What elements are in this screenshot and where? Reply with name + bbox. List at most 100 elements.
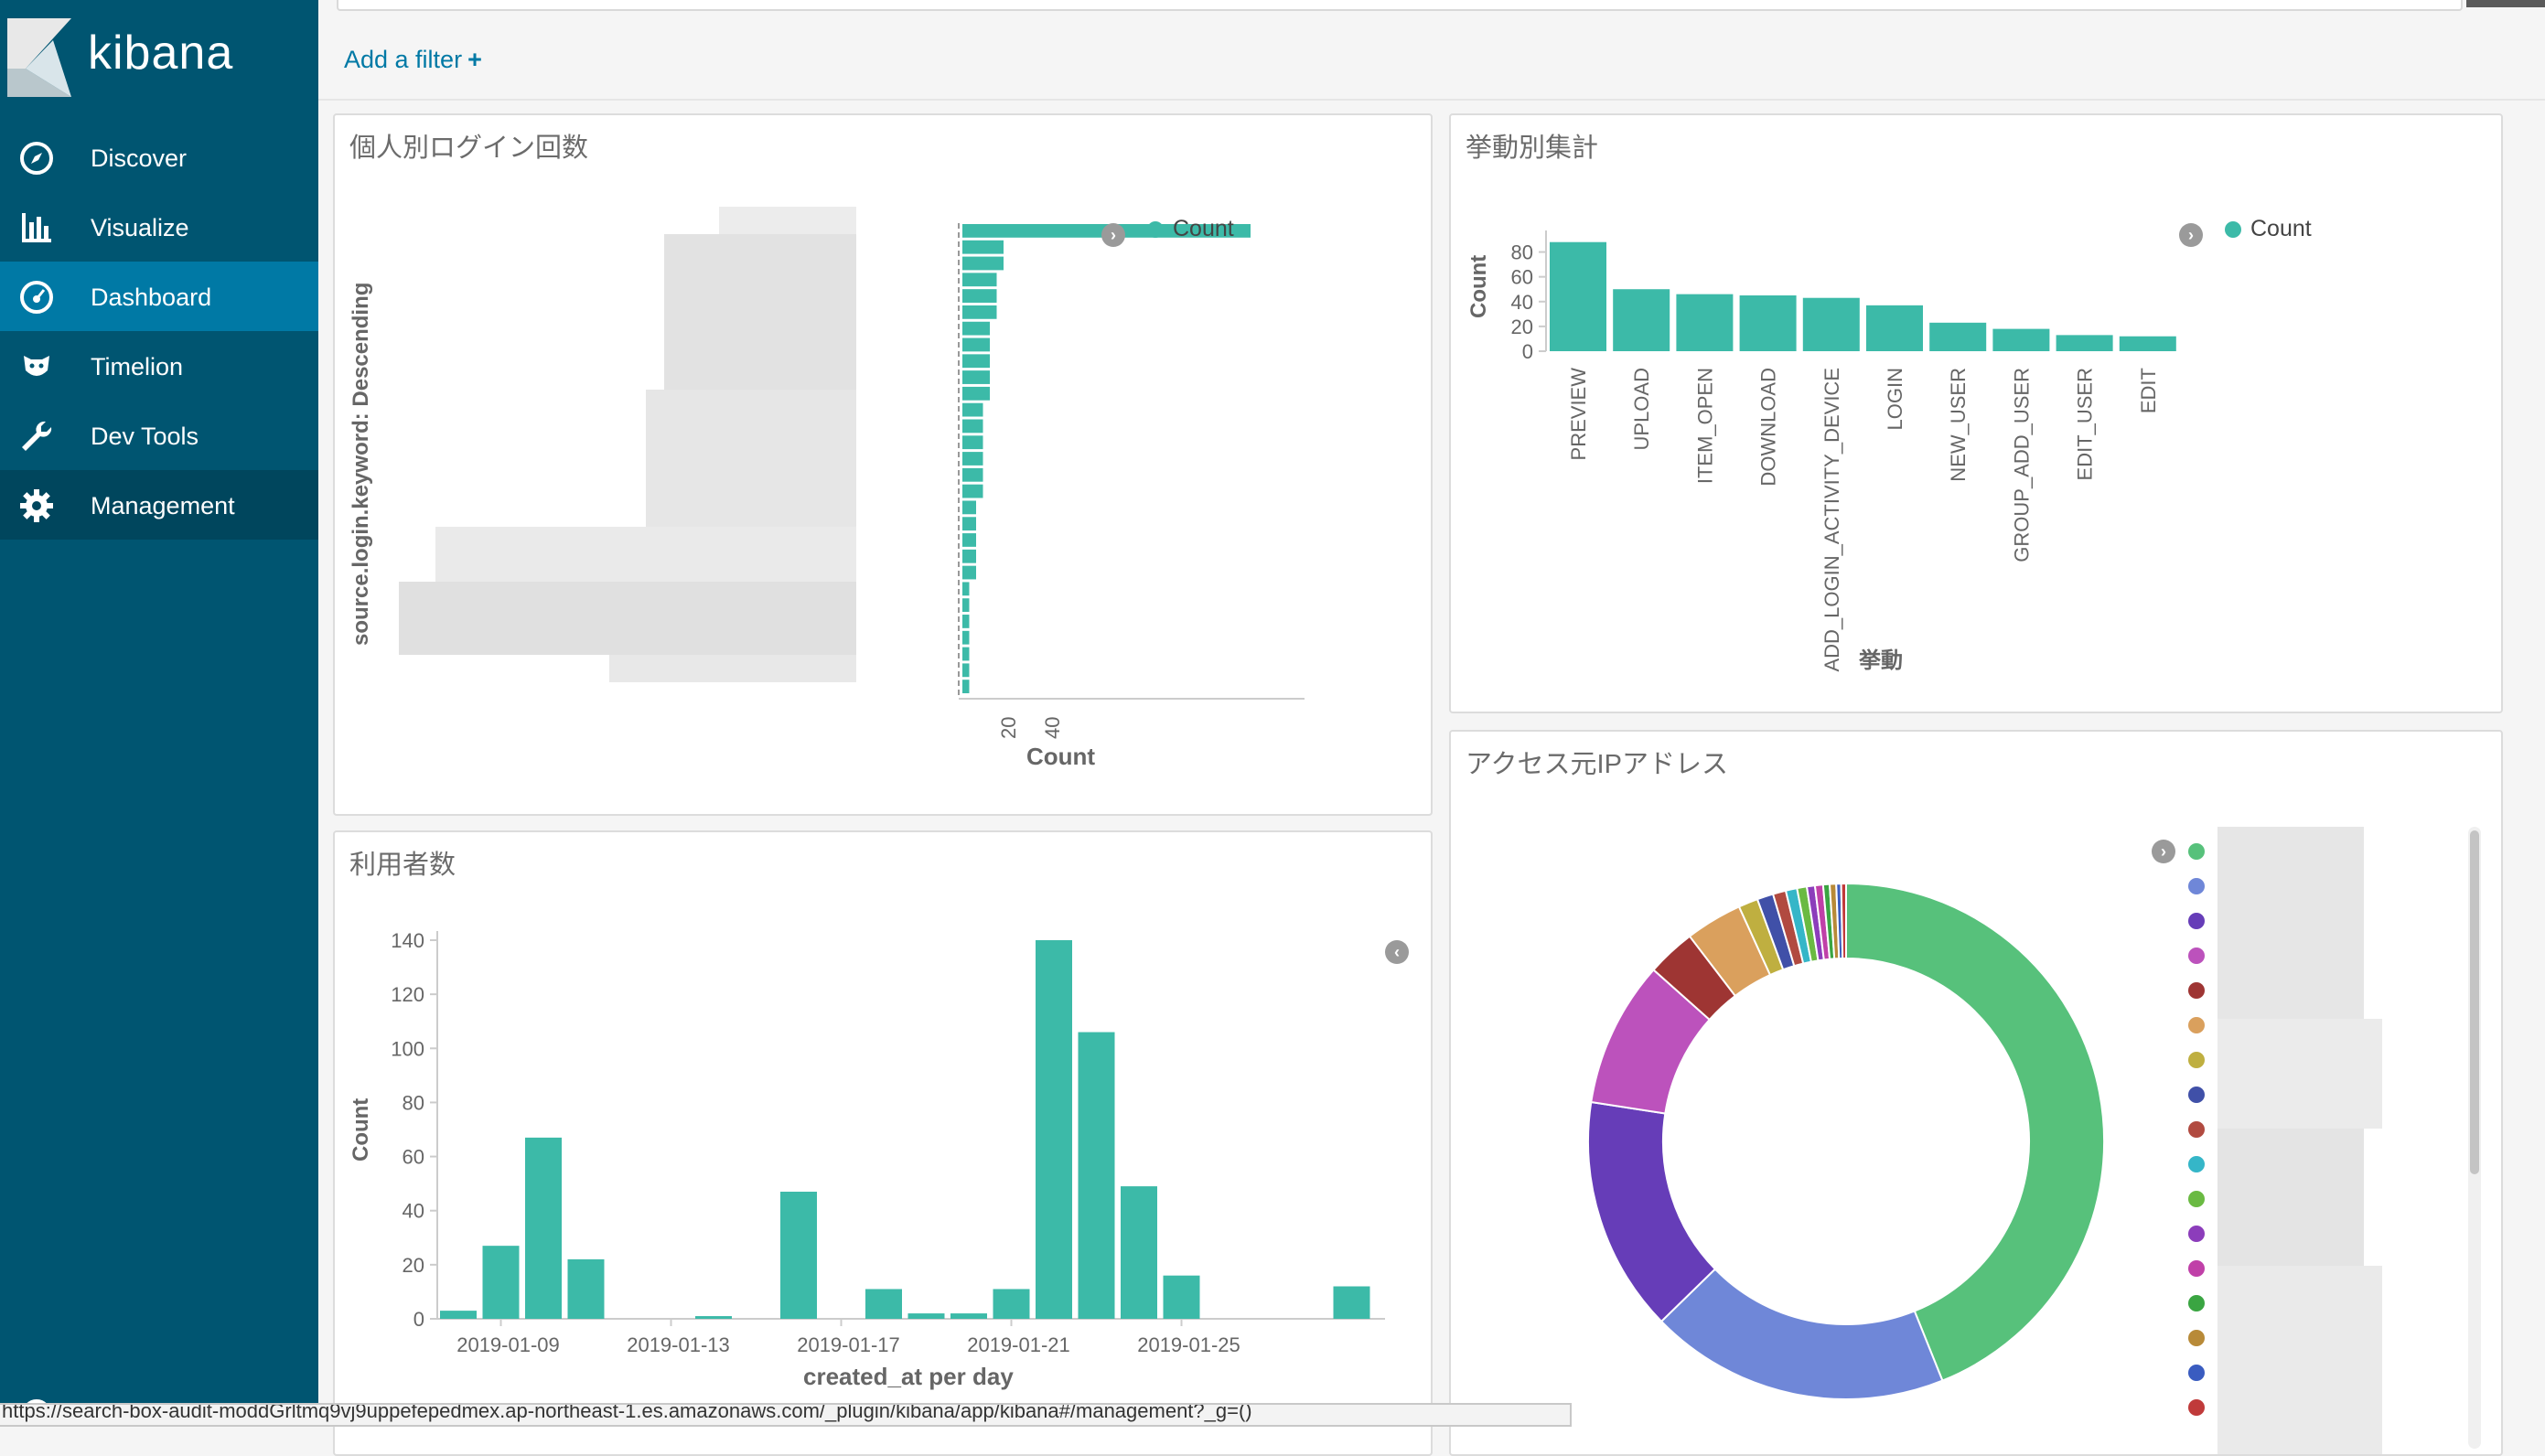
bar[interactable] bbox=[962, 370, 990, 384]
bar[interactable] bbox=[2119, 336, 2176, 351]
bar[interactable] bbox=[780, 1192, 817, 1319]
bar[interactable] bbox=[962, 321, 990, 336]
bar[interactable] bbox=[1121, 1186, 1157, 1319]
nav-item-dev-tools[interactable]: Dev Tools bbox=[0, 401, 318, 470]
bar[interactable] bbox=[962, 533, 976, 547]
bar[interactable] bbox=[950, 1313, 987, 1319]
legend-dot[interactable] bbox=[2188, 1017, 2205, 1033]
wrench-icon bbox=[22, 421, 52, 451]
legend-toggle-icon[interactable]: › bbox=[2152, 840, 2175, 863]
nav-item-visualize[interactable]: Visualize bbox=[0, 192, 318, 262]
bar[interactable] bbox=[907, 1313, 945, 1319]
legend-scrollbar[interactable] bbox=[2468, 827, 2481, 1449]
bar[interactable] bbox=[962, 663, 970, 678]
nav-item-discover[interactable]: Discover bbox=[0, 123, 318, 192]
bar[interactable] bbox=[1739, 295, 1797, 351]
bar[interactable] bbox=[962, 419, 983, 434]
bar[interactable] bbox=[1992, 328, 2050, 351]
bar[interactable] bbox=[695, 1316, 732, 1319]
bar[interactable] bbox=[962, 386, 990, 401]
bar[interactable] bbox=[1333, 1286, 1370, 1319]
bar[interactable] bbox=[962, 435, 983, 450]
bar[interactable] bbox=[440, 1311, 477, 1319]
bar[interactable] bbox=[962, 256, 1004, 271]
legend-dot[interactable] bbox=[2188, 843, 2205, 860]
bar[interactable] bbox=[1036, 940, 1072, 1319]
legend-dot[interactable] bbox=[2188, 1052, 2205, 1068]
legend-toggle-icon[interactable]: › bbox=[2179, 223, 2203, 247]
legend-dot[interactable] bbox=[2188, 1399, 2205, 1416]
donut-slice[interactable] bbox=[1587, 1100, 1717, 1323]
bar[interactable] bbox=[567, 1258, 605, 1319]
bar[interactable] bbox=[962, 517, 976, 531]
legend-dot[interactable] bbox=[2188, 1087, 2205, 1103]
bar[interactable] bbox=[962, 680, 970, 693]
bar[interactable] bbox=[962, 565, 976, 580]
bar[interactable] bbox=[1929, 322, 1987, 351]
bar[interactable] bbox=[1550, 241, 1606, 351]
legend-dot[interactable] bbox=[2188, 1121, 2205, 1138]
bar[interactable] bbox=[1163, 1275, 1200, 1319]
legend-item-count[interactable]: Count bbox=[1147, 216, 1234, 242]
legend-dot[interactable] bbox=[2188, 982, 2205, 999]
bar[interactable] bbox=[1613, 289, 1670, 351]
bar[interactable] bbox=[525, 1137, 562, 1319]
bar[interactable] bbox=[962, 354, 990, 369]
bar[interactable] bbox=[1802, 297, 1860, 351]
bar[interactable] bbox=[962, 484, 983, 498]
y-tick-label: 140 bbox=[391, 929, 424, 952]
bar[interactable] bbox=[962, 467, 983, 482]
bar[interactable] bbox=[962, 598, 970, 613]
legend-dot[interactable] bbox=[2188, 1330, 2205, 1346]
query-input[interactable] bbox=[337, 0, 2463, 11]
bar[interactable] bbox=[993, 1289, 1030, 1319]
bar[interactable] bbox=[482, 1246, 520, 1319]
bar[interactable] bbox=[962, 500, 976, 515]
bar[interactable] bbox=[962, 452, 983, 466]
nav-item-management[interactable]: Management bbox=[0, 470, 318, 540]
scrollbar-thumb[interactable] bbox=[2470, 830, 2479, 1174]
legend-item-count[interactable]: Count bbox=[2225, 216, 2312, 242]
kibana-logo[interactable]: kibana bbox=[0, 0, 318, 110]
legend-dot[interactable] bbox=[2188, 1295, 2205, 1311]
bar[interactable] bbox=[962, 240, 1004, 254]
bar[interactable] bbox=[962, 615, 970, 628]
bar[interactable] bbox=[962, 630, 970, 645]
bar[interactable] bbox=[1866, 305, 1923, 351]
bar[interactable] bbox=[962, 582, 970, 596]
bar[interactable] bbox=[962, 337, 990, 352]
x-tick-label: 2019-01-17 bbox=[797, 1333, 900, 1356]
nav-list: Discover Visualize Dashboard Timelion De… bbox=[0, 123, 318, 540]
legend-dot[interactable] bbox=[2188, 1156, 2205, 1172]
search-button[interactable] bbox=[2466, 0, 2545, 7]
bar[interactable] bbox=[865, 1289, 902, 1319]
legend-dot[interactable] bbox=[2188, 913, 2205, 929]
legend-dot[interactable] bbox=[2188, 1191, 2205, 1207]
bar[interactable] bbox=[962, 647, 970, 661]
bar[interactable] bbox=[962, 402, 983, 417]
donut-slice[interactable] bbox=[1845, 882, 2106, 1382]
donut-slice[interactable] bbox=[1840, 882, 1847, 960]
bar[interactable] bbox=[962, 289, 997, 303]
bar[interactable] bbox=[1078, 1032, 1115, 1319]
y-tick-label: 80 bbox=[1511, 241, 1533, 264]
bar[interactable] bbox=[962, 549, 976, 563]
bar[interactable] bbox=[2056, 335, 2113, 351]
legend-dot[interactable] bbox=[2188, 1226, 2205, 1242]
legend-dot[interactable] bbox=[2188, 1260, 2205, 1277]
bar-chart-icon bbox=[22, 213, 51, 242]
legend-dot[interactable] bbox=[2188, 878, 2205, 894]
x-tick-label: 2019-01-21 bbox=[967, 1333, 1070, 1356]
legend-toggle-icon[interactable]: › bbox=[1101, 223, 1125, 247]
bar[interactable] bbox=[1676, 294, 1734, 351]
bar[interactable] bbox=[962, 273, 997, 287]
add-filter-link[interactable]: Add a filter + bbox=[344, 46, 482, 74]
nav-item-dashboard[interactable]: Dashboard bbox=[0, 262, 318, 331]
bar[interactable] bbox=[962, 305, 997, 319]
legend-dot[interactable] bbox=[2188, 1365, 2205, 1381]
panel-actions: 挙動別集計 Count 挙動 0 20 40 60 80 PREVIEW UPLOAD ITE… bbox=[1449, 113, 2503, 713]
nav-item-timelion[interactable]: Timelion bbox=[0, 331, 318, 401]
donut-slice[interactable] bbox=[1659, 1268, 1944, 1400]
legend-toggle-icon[interactable]: ‹ bbox=[1385, 940, 1409, 964]
legend-dot[interactable] bbox=[2188, 947, 2205, 964]
